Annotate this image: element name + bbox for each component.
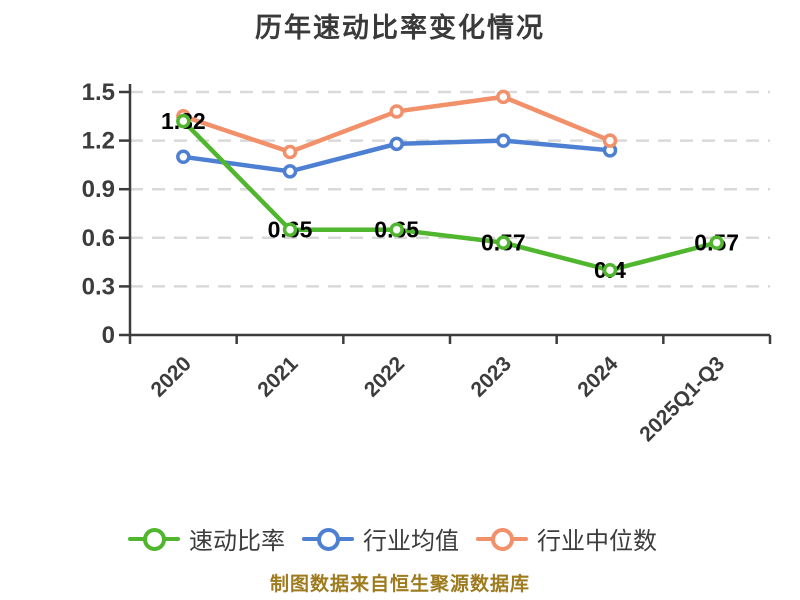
data-point-industry-avg [282,164,298,179]
data-point-industry-avg [389,136,404,152]
x-tick-label: 2022 [360,352,409,401]
data-point-quick-ratio [176,113,191,129]
data-point-quick-ratio [602,262,618,278]
data-point-industry-median [282,144,298,160]
x-tick-label: 2020 [147,352,196,401]
axis-lines [128,84,770,337]
legend-label-quick-ratio: 速动比率 [189,528,285,555]
data-point-industry-median [602,133,618,148]
data-point-industry-median [496,89,511,105]
y-tick-label: 1.2 [82,128,115,155]
x-tick-label: 2023 [467,352,516,401]
legend-label-industry-avg: 行业均值 [363,528,459,555]
x-tick-label: 2021 [253,352,303,402]
y-tick-label: 0.6 [82,225,115,252]
legend-item-industry-median: 行业中位数 [476,521,657,556]
data-point-quick-ratio [709,235,724,250]
industry-avg-legend-marker-icon [302,526,354,552]
plot-area: 0 0.3 0.6 0.9 1.2 1.5 2020 2021 2022 2023 2024 2025… [82,79,772,446]
legend-label-industry-median: 行业中位数 [537,528,657,555]
x-tick-label: 2025Q1-Q3 [635,352,729,446]
y-tick-label: 0 [102,322,115,349]
quick-ratio-legend-marker-icon [128,526,180,552]
legend-item-industry-avg: 行业均值 [302,521,459,556]
x-tick-label: 2024 [573,352,623,402]
y-tick-label: 1.5 [82,79,115,106]
data-point-quick-ratio [282,222,298,237]
y-tick-label: 0.9 [82,176,115,203]
legend-item-quick-ratio: 速动比率 [128,521,285,556]
data-point-industry-avg [496,133,511,148]
data-source-note: 制图数据来自恒生聚源数据库 [269,574,530,595]
data-point-quick-ratio [496,235,511,250]
y-tick-label: 0.3 [82,273,115,300]
series-line-quick-ratio [181,118,719,273]
industry-median-legend-marker-icon [476,526,528,552]
data-point-industry-median [389,104,404,119]
chart-title: 历年速动比率变化情况 [255,13,545,43]
data-point-industry-avg [176,149,191,165]
data-point-quick-ratio [389,222,404,237]
legend: 速动比率 行业均值 行业中位数 [128,521,657,556]
